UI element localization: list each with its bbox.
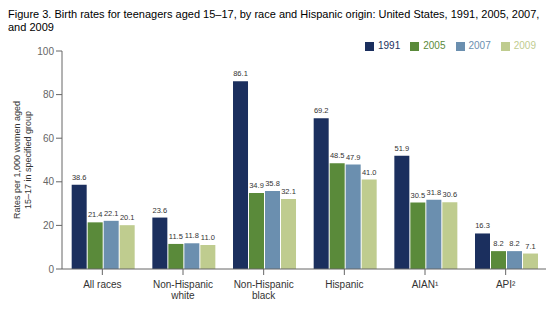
html-text:Figure 3. Birth rates for teen: Figure 3. Birth rates for teenagers aged… xyxy=(8,8,540,33)
svg-text:API²: API² xyxy=(496,279,516,290)
svg-text:Non-Hispanicblack: Non-Hispanicblack xyxy=(234,279,294,301)
svg-text:AIAN¹: AIAN¹ xyxy=(412,279,439,290)
svg-text:Non-Hispanicwhite: Non-Hispanicwhite xyxy=(153,279,213,301)
svg-text:38.6: 38.6 xyxy=(72,173,87,182)
svg-text:All races: All races xyxy=(83,279,121,290)
svg-text:34.9: 34.9 xyxy=(249,181,264,190)
svg-text:35.8: 35.8 xyxy=(265,179,280,188)
svg-text:32.1: 32.1 xyxy=(281,187,296,196)
svg-text:60: 60 xyxy=(43,133,55,144)
svg-text:31.8: 31.8 xyxy=(427,188,442,197)
svg-text:86.1: 86.1 xyxy=(233,69,248,78)
svg-text:7.1: 7.1 xyxy=(525,242,535,251)
svg-text:40: 40 xyxy=(43,176,55,187)
svg-text:41.0: 41.0 xyxy=(362,168,377,177)
svg-text:22.1: 22.1 xyxy=(104,209,119,218)
svg-text:51.9: 51.9 xyxy=(395,144,410,153)
svg-text:69.2: 69.2 xyxy=(314,106,329,115)
svg-text:8.2: 8.2 xyxy=(509,239,519,248)
svg-text:0: 0 xyxy=(48,264,54,275)
svg-text:80: 80 xyxy=(43,89,55,100)
html-text:2007: 2007 xyxy=(468,40,491,51)
html-text:2005: 2005 xyxy=(423,40,446,51)
html-text:1991: 1991 xyxy=(378,40,401,51)
svg-text:30.6: 30.6 xyxy=(443,190,458,199)
svg-text:16.3: 16.3 xyxy=(475,221,490,230)
svg-text:Hispanic: Hispanic xyxy=(325,279,363,290)
html-text:2009: 2009 xyxy=(513,40,536,51)
svg-text:100: 100 xyxy=(37,46,54,57)
svg-text:30.5: 30.5 xyxy=(411,191,426,200)
svg-text:20.1: 20.1 xyxy=(120,213,135,222)
svg-text:21.4: 21.4 xyxy=(88,210,103,219)
svg-text:23.6: 23.6 xyxy=(153,206,168,215)
svg-text:Rates per 1,000 women aged15–1: Rates per 1,000 women aged15–17 in speci… xyxy=(12,101,33,219)
svg-text:11.0: 11.0 xyxy=(201,233,215,242)
svg-text:8.2: 8.2 xyxy=(493,239,503,248)
svg-text:11.5: 11.5 xyxy=(169,232,183,241)
svg-text:11.8: 11.8 xyxy=(185,231,199,240)
svg-text:48.5: 48.5 xyxy=(330,151,345,160)
svg-text:47.9: 47.9 xyxy=(346,153,361,162)
svg-text:20: 20 xyxy=(43,220,55,231)
